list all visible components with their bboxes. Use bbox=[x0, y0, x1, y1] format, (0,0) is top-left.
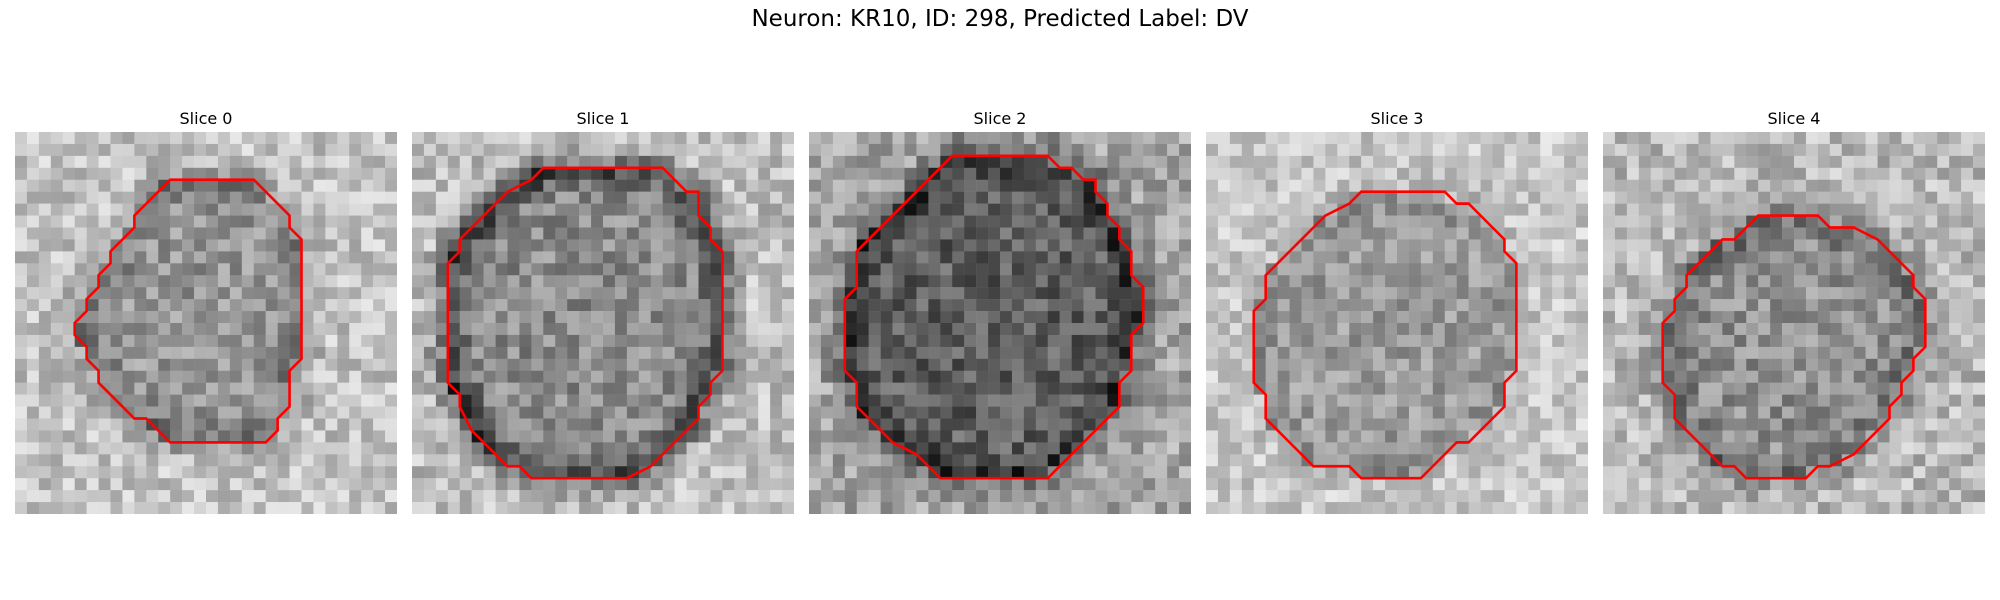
panel-title: Slice 2 bbox=[809, 108, 1191, 132]
pixel-mosaic bbox=[809, 132, 1191, 514]
panel-slice-4: Slice 4 bbox=[1603, 108, 1985, 514]
pixel-mosaic bbox=[1603, 132, 1985, 514]
slice-image bbox=[1206, 132, 1588, 514]
panel-title: Slice 4 bbox=[1603, 108, 1985, 132]
panel-slice-2: Slice 2 bbox=[809, 108, 1191, 514]
slice-image bbox=[412, 132, 794, 514]
slice-image bbox=[809, 132, 1191, 514]
panel-title: Slice 1 bbox=[412, 108, 794, 132]
pixel-mosaic bbox=[1206, 132, 1588, 514]
slice-image bbox=[1603, 132, 1985, 514]
slice-image bbox=[15, 132, 397, 514]
panel-slice-3: Slice 3 bbox=[1206, 108, 1588, 514]
panel-title: Slice 3 bbox=[1206, 108, 1588, 132]
panel-title: Slice 0 bbox=[15, 108, 397, 132]
pixel-mosaic bbox=[15, 132, 397, 514]
pixel-mosaic bbox=[412, 132, 794, 514]
figure-title: Neuron: KR10, ID: 298, Predicted Label: … bbox=[0, 6, 2000, 32]
panel-slice-1: Slice 1 bbox=[412, 108, 794, 514]
panel-slice-0: Slice 0 bbox=[15, 108, 397, 514]
